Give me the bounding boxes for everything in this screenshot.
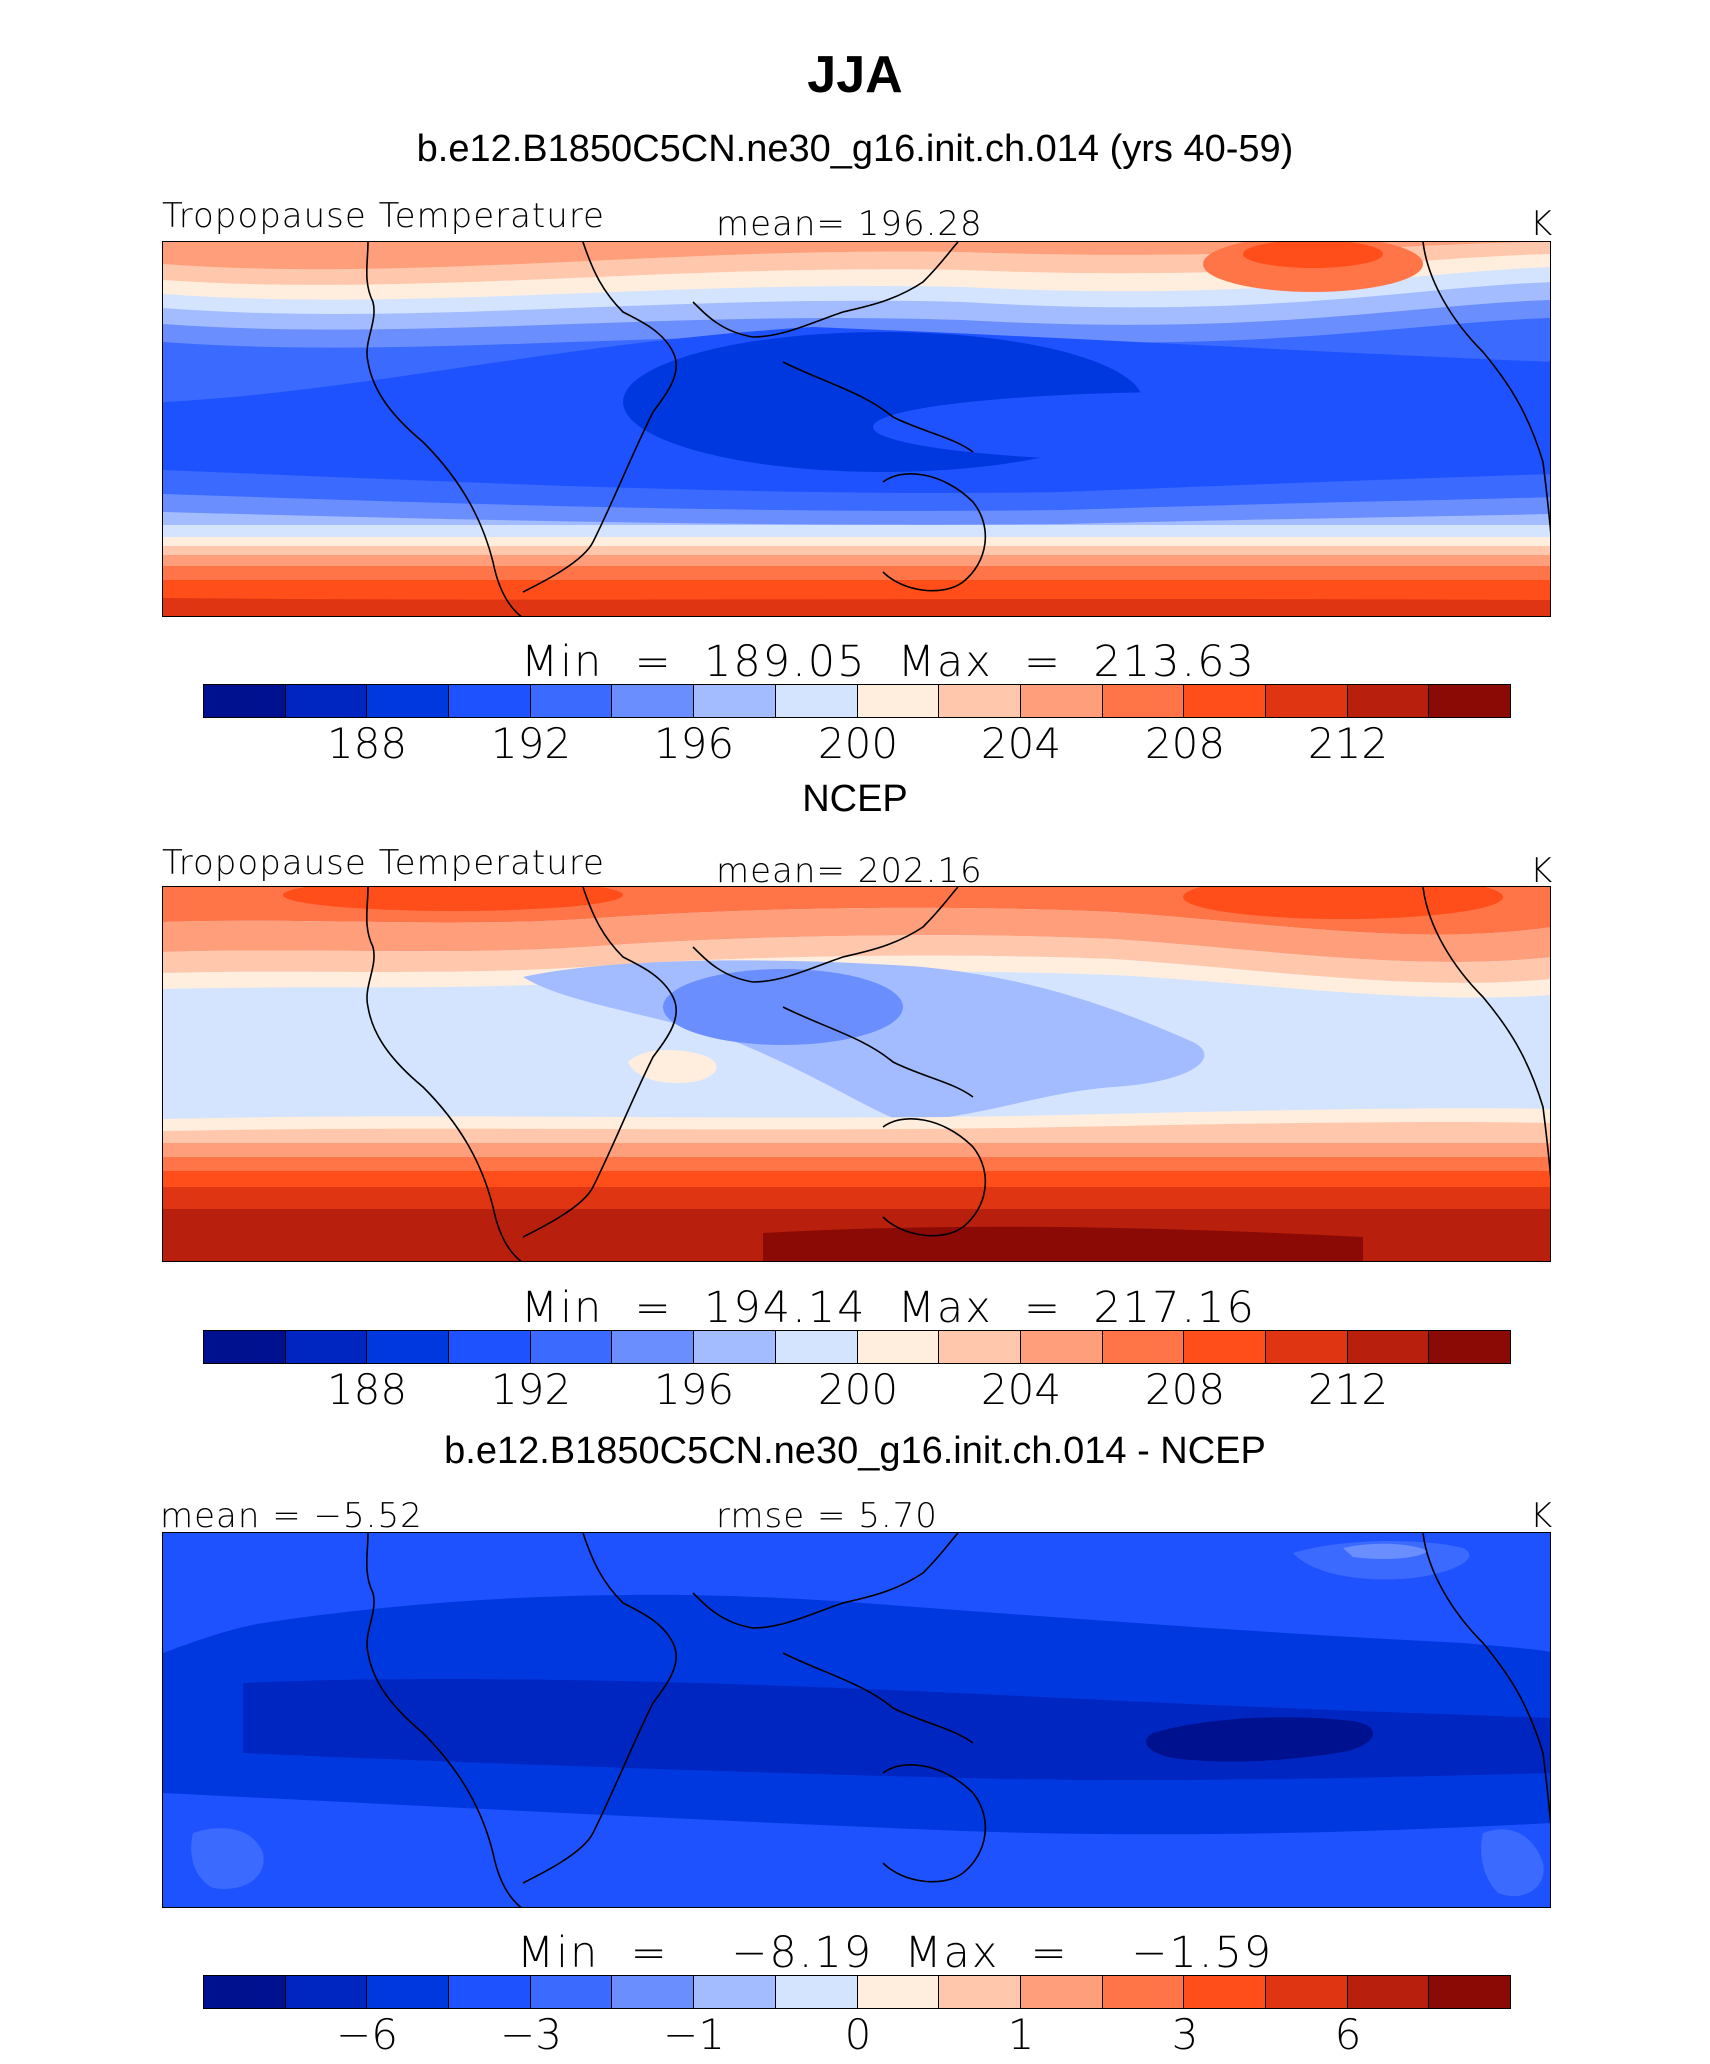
panel-1-field <box>163 242 1550 616</box>
panel-1-min-max: Min = 189.05 Max = 213.63 <box>521 637 1256 687</box>
colorbar-cell <box>449 1331 531 1363</box>
colorbar-cell <box>204 1331 286 1363</box>
colorbar-cell <box>285 1331 368 1363</box>
panel-2-min-max: Min = 194.14 Max = 217.16 <box>521 1283 1256 1333</box>
colorbar-tick-label: 3 <box>1171 2010 1199 2059</box>
colorbar-cell <box>694 1331 776 1363</box>
colorbar-cell <box>694 1976 776 2008</box>
colorbar-cell <box>857 1976 940 2008</box>
colorbar-tick-label: 0 <box>844 2010 872 2059</box>
colorbar-cell <box>775 685 858 717</box>
colorbar-cell <box>1347 1331 1430 1363</box>
colorbar-cell <box>857 1331 940 1363</box>
colorbar-cell <box>1429 685 1510 717</box>
colorbar-cell <box>367 1331 450 1363</box>
panel-3-field <box>163 1533 1550 1907</box>
colorbar-cell <box>449 685 531 717</box>
colorbar-cell <box>204 1976 286 2008</box>
colorbar-cell <box>285 685 368 717</box>
colorbar-tick-label: 1 <box>1007 2010 1035 2059</box>
colorbar-tick-label: 188 <box>326 719 408 768</box>
colorbar-cell <box>1020 1976 1103 2008</box>
colorbar-cell <box>1265 685 1348 717</box>
colorbar-cell <box>367 1976 450 2008</box>
colorbar-cell <box>1429 1331 1510 1363</box>
colorbar-tick-label: 196 <box>653 719 735 768</box>
colorbar-cell <box>612 1976 695 2008</box>
colorbar-tick-label: 212 <box>1307 719 1389 768</box>
colorbar-cell <box>285 1976 368 2008</box>
colorbar-cell <box>1102 685 1185 717</box>
panel-1-mean-label: mean= 196.28 <box>716 204 983 244</box>
colorbar-cell <box>530 1331 613 1363</box>
colorbar-tick-label: −1 <box>663 2010 725 2059</box>
colorbar-cell <box>449 1976 531 2008</box>
colorbar-cell <box>612 685 695 717</box>
panel-2-mean-label: mean= 202.16 <box>716 851 983 891</box>
colorbar-tick-label: −3 <box>500 2010 562 2059</box>
colorbar-cell <box>857 685 940 717</box>
colorbar-tick-label: 208 <box>1144 719 1226 768</box>
warm-patch <box>628 1050 717 1083</box>
coastlines <box>365 887 1550 1261</box>
colorbar-cell <box>1020 1331 1103 1363</box>
colorbar-tick-label: 204 <box>980 719 1062 768</box>
panel-1-map <box>162 241 1551 617</box>
colorbar-tick-label: 200 <box>817 719 899 768</box>
coastlines <box>365 242 1550 616</box>
panel-3-map <box>162 1532 1551 1908</box>
panel-2-field <box>163 887 1550 1261</box>
colorbar-cell <box>1265 1976 1348 2008</box>
colorbar-tick-label: 196 <box>653 1365 735 1414</box>
page-title: JJA <box>807 46 903 104</box>
colorbar-cell <box>1184 1976 1266 2008</box>
panel-1-variable-label: Tropopause Temperature <box>162 196 605 236</box>
colorbar-cell <box>1429 1976 1510 2008</box>
colorbar-cell <box>694 685 776 717</box>
panel-1-colorbar <box>203 684 1511 718</box>
colorbar-cell <box>775 1976 858 2008</box>
panel-3-colorbar <box>203 1975 1511 2009</box>
panel-3-subtitle: b.e12.B1850C5CN.ne30_g16.init.ch.014 - N… <box>444 1430 1266 1472</box>
colorbar-cell <box>1347 685 1430 717</box>
colorbar-tick-label: 188 <box>326 1365 408 1414</box>
colorbar-tick-label: −6 <box>336 2010 398 2059</box>
colorbar-tick-label: 192 <box>490 1365 572 1414</box>
panel-1-subtitle: b.e12.B1850C5CN.ne30_g16.init.ch.014 (yr… <box>416 128 1294 170</box>
colorbar-cell <box>204 685 286 717</box>
colorbar-cell <box>1020 685 1103 717</box>
colorbar-tick-label: 208 <box>1144 1365 1226 1414</box>
colorbar-cell <box>1102 1331 1185 1363</box>
panel-3-rmse-label: rmse = 5.70 <box>716 1496 938 1536</box>
colorbar-cell <box>367 685 450 717</box>
coastlines <box>365 1533 1550 1907</box>
colorbar-cell <box>1265 1331 1348 1363</box>
deficit-max <box>1145 1717 1374 1762</box>
colorbar-tick-label: 192 <box>490 719 572 768</box>
colorbar-tick-label: 204 <box>980 1365 1062 1414</box>
colorbar-cell <box>530 1976 613 2008</box>
colorbar-cell <box>530 685 613 717</box>
panel-3-min-max: Min = −8.19 Max = −1.59 <box>517 1928 1274 1978</box>
panel-1-units-label: K <box>1530 204 1554 244</box>
colorbar-cell <box>1184 1331 1266 1363</box>
colorbar-cell <box>612 1331 695 1363</box>
panel-3-mean-label: mean = −5.52 <box>160 1496 423 1536</box>
colorbar-tick-label: 212 <box>1307 1365 1389 1414</box>
colorbar-cell <box>1184 685 1266 717</box>
colorbar-cell <box>775 1331 858 1363</box>
panel-2-colorbar <box>203 1330 1511 1364</box>
panel-2-map <box>162 886 1551 1262</box>
colorbar-tick-label: 6 <box>1334 2010 1362 2059</box>
panel-2-variable-label: Tropopause Temperature <box>162 843 605 883</box>
colorbar-cell <box>939 685 1021 717</box>
panel-2-subtitle: NCEP <box>802 778 908 820</box>
panel-2-units-label: K <box>1530 851 1554 891</box>
colorbar-cell <box>1102 1976 1185 2008</box>
panel-3-units-label: K <box>1530 1496 1554 1536</box>
colorbar-tick-label: 200 <box>817 1365 899 1414</box>
colorbar-cell <box>939 1331 1021 1363</box>
colorbar-cell <box>939 1976 1021 2008</box>
colorbar-cell <box>1347 1976 1430 2008</box>
